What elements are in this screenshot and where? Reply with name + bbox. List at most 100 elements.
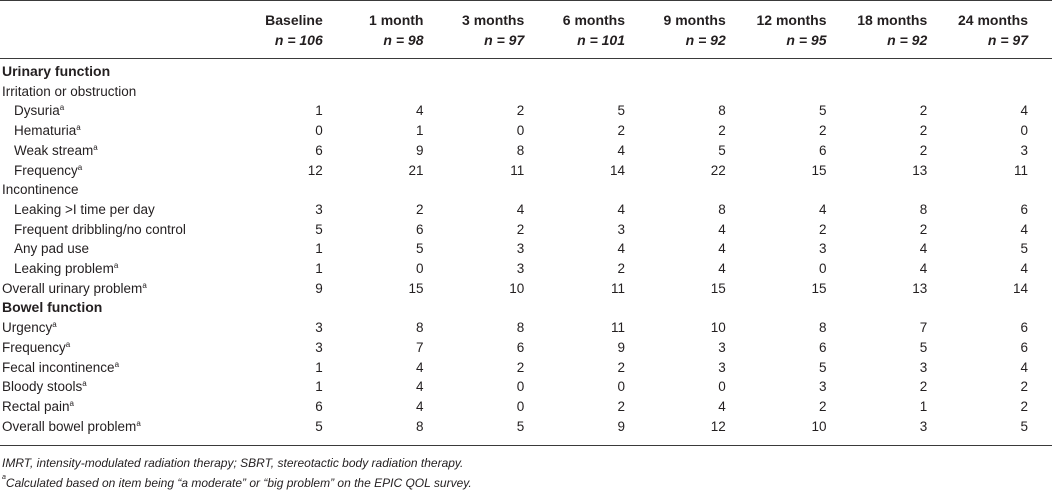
column-label: 1 month xyxy=(369,12,424,28)
table-cell: 0 xyxy=(1020,123,1028,139)
table-cell: 6 xyxy=(1020,339,1028,355)
table-cell: 8 xyxy=(415,418,424,434)
table-cell: 9 xyxy=(617,418,625,434)
footnote-a: aCalculated based on item being “a moder… xyxy=(2,473,472,493)
table-cell: 1 xyxy=(315,241,323,257)
section-title: Bowel function xyxy=(2,299,103,316)
row-label-text: Leaking >I time per day xyxy=(14,201,155,217)
table-cell: 5 xyxy=(315,221,323,237)
table-row: Weak streama 6 9 8 4 5 6 2 3 xyxy=(0,141,1028,161)
row-label-text: Leaking problem xyxy=(14,261,114,277)
table-cell: 4 xyxy=(718,398,726,414)
row-label: Leaking >I time per day xyxy=(0,200,222,220)
footnote-abbreviations: IMRT, intensity-modulated radiation ther… xyxy=(2,456,464,470)
table-cell: 2 xyxy=(415,201,424,217)
table-row: Any pad use 1 5 3 4 4 3 4 5 xyxy=(0,239,1028,259)
table-cell: 0 xyxy=(516,398,525,414)
table-bottom-rule xyxy=(0,445,1052,446)
table-cell: 2 xyxy=(516,359,525,375)
table-cell: 7 xyxy=(919,320,928,336)
row-label: Any pad use xyxy=(0,239,222,259)
table-row: Frequencya 12 21 11 14 22 15 13 11 xyxy=(0,161,1028,181)
table-cell: 4 xyxy=(718,241,726,257)
table-cell: 9 xyxy=(315,280,323,296)
table-cell: 0 xyxy=(315,123,323,139)
footnote-a-text: Calculated based on item being “a modera… xyxy=(5,476,472,490)
row-label-text: Frequency xyxy=(2,339,66,355)
table-row: Frequent dribbling/no control 5 6 2 3 4 2 2 4 xyxy=(0,220,1028,240)
table-cell: 4 xyxy=(1020,221,1028,237)
table-row: Fecal incontinencea 1 4 2 2 3 5 3 4 xyxy=(0,358,1028,378)
table-cell: 8 xyxy=(718,103,726,119)
row-label-footnote-mark: a xyxy=(82,379,87,389)
footnote-a-mark: a xyxy=(2,474,6,481)
table-cell: 4 xyxy=(718,221,726,237)
row-label-text: Overall bowel problem xyxy=(2,418,137,434)
column-header: Baseline n = 106 xyxy=(222,0,323,58)
table-cell: 6 xyxy=(516,339,525,355)
table-cell: 13 xyxy=(912,280,928,296)
table-row: Leaking >I time per day 3 2 4 4 8 4 8 6 xyxy=(0,200,1028,220)
table-cell: 15 xyxy=(710,280,726,296)
row-label-text: Rectal pain xyxy=(2,398,70,414)
row-label-text: Hematuria xyxy=(14,123,77,139)
table-cell: 3 xyxy=(315,320,323,336)
table-cell: 6 xyxy=(315,398,323,414)
table-cell: 4 xyxy=(919,241,928,257)
table-cell: 11 xyxy=(1013,162,1028,178)
table-cell: 10 xyxy=(710,320,726,336)
table-cell: 7 xyxy=(415,339,424,355)
subsection-row: Incontinence xyxy=(0,180,1028,200)
row-label: Fecal incontinencea xyxy=(0,358,222,378)
table-cell: 1 xyxy=(919,398,928,414)
row-label: Frequencya xyxy=(0,161,222,181)
table-cell: 12 xyxy=(710,418,726,434)
table-cell: 3 xyxy=(516,261,525,277)
table-cell: 9 xyxy=(415,142,424,158)
table-cell: 2 xyxy=(919,123,928,139)
row-label: Overall bowel problema xyxy=(0,417,222,437)
row-label: Rectal paina xyxy=(0,397,222,417)
table-cell: 6 xyxy=(818,339,827,355)
table-cell: 11 xyxy=(510,162,525,178)
table-cell: 6 xyxy=(315,142,323,158)
table-cell: 8 xyxy=(516,142,525,158)
table-header-rule xyxy=(0,58,1052,59)
table-cell: 2 xyxy=(919,142,928,158)
table-cell: 6 xyxy=(1020,320,1028,336)
row-label-text: Bloody stools xyxy=(2,379,83,395)
row-label-text: Weak stream xyxy=(14,142,94,158)
row-label-footnote-mark: a xyxy=(76,123,81,133)
table-cell: 2 xyxy=(617,123,625,139)
table-top-rule xyxy=(0,0,1052,1)
table-cell: 9 xyxy=(617,339,625,355)
table-cell: 3 xyxy=(315,339,323,355)
column-n: n = 97 xyxy=(987,32,1028,48)
table-cell: 4 xyxy=(415,359,424,375)
table-cell: 2 xyxy=(818,221,827,237)
column-label: 12 months xyxy=(756,12,827,28)
table-cell: 21 xyxy=(408,162,424,178)
column-header: 18 months n = 92 xyxy=(827,0,927,58)
table-cell: 11 xyxy=(610,320,625,336)
row-label-footnote-mark: a xyxy=(114,359,120,369)
subsection-row: Irritation or obstruction xyxy=(0,82,1028,102)
row-label-text: Any pad use xyxy=(14,241,90,257)
row-label-footnote-mark: a xyxy=(69,398,74,408)
table-cell: 0 xyxy=(818,261,827,277)
table-cell: 8 xyxy=(516,320,525,336)
table-cell: 4 xyxy=(1020,103,1028,119)
table-cell: 2 xyxy=(919,103,928,119)
table-cell: 5 xyxy=(516,418,525,434)
section-row: Bowel function xyxy=(0,298,1028,318)
table-cell: 8 xyxy=(718,201,726,217)
footnotes: IMRT, intensity-modulated radiation ther… xyxy=(2,453,472,493)
row-label-text: Frequency xyxy=(14,162,78,178)
table-cell: 1 xyxy=(415,123,424,139)
table-cell: 6 xyxy=(415,221,424,237)
table-cell: 0 xyxy=(718,379,726,395)
row-label-footnote-mark: a xyxy=(93,142,98,152)
table-cell: 3 xyxy=(617,221,625,237)
table-cell: 1 xyxy=(315,261,323,277)
row-label-text: Fecal incontinence xyxy=(2,359,115,375)
